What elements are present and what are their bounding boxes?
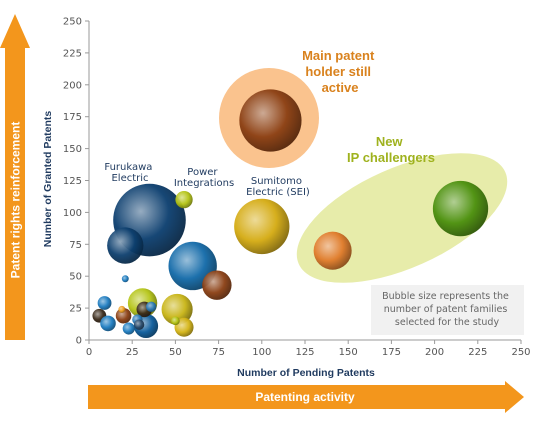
bubble-10 <box>161 293 193 325</box>
bubble-22 <box>133 319 145 330</box>
annotation-main-holder-line-3: active <box>322 80 359 95</box>
x-tick-label-5: 125 <box>295 347 314 358</box>
size-note-box <box>371 285 524 335</box>
size-note-line-1: Bubble size represents the <box>382 291 509 302</box>
bubble-2 <box>313 231 352 270</box>
bubble-24 <box>118 305 126 313</box>
label-furukawa: Furukawa Electric <box>104 162 155 184</box>
bubble-16 <box>100 315 116 332</box>
label-power-integrations: Power Integrations <box>174 167 234 189</box>
x-tick-label-3: 75 <box>212 347 225 358</box>
horizontal-arrow-shape <box>88 381 524 413</box>
bubble-23 <box>171 316 180 326</box>
y-tick-label-9: 225 <box>63 48 82 59</box>
label-sumitomo-line-2: Electric (SEI) <box>246 187 310 198</box>
bubble-13 <box>97 296 112 310</box>
x-tick-label-1: 25 <box>126 347 139 358</box>
y-axis-title: Number of Granted Patents <box>42 111 54 248</box>
bubble-1 <box>432 180 489 237</box>
axes: 0 25 50 75 100 125 150 175 200 225 250 0 25 50 75 100 12… <box>63 17 531 359</box>
annotation-main-holder-line-2: holder still <box>305 64 371 79</box>
vertical-arrow-shape <box>0 14 30 340</box>
size-note-line-2: number of patent families <box>384 304 508 315</box>
bubble-0 <box>239 89 302 152</box>
size-note-text: Bubble size represents the number of pat… <box>382 291 512 328</box>
label-furukawa-line-1: Furukawa <box>104 162 152 173</box>
y-tick-label-1: 25 <box>69 304 82 315</box>
annotation-new-challengers: New IP challengers <box>347 134 435 165</box>
annotation-challengers-line-1: New <box>376 134 404 149</box>
label-sumitomo: Sumitomo Electric (SEI) <box>246 176 310 198</box>
vertical-arrow: Patent rights reinforcement <box>0 14 30 340</box>
y-tick-label-2: 50 <box>69 272 82 283</box>
bubble-14 <box>121 275 129 283</box>
y-tick-label-8: 200 <box>63 80 82 91</box>
y-tick-label-10: 250 <box>63 17 82 28</box>
x-axis-title: Number of Pending Patents <box>237 367 375 379</box>
size-note-line-3: selected for the study <box>395 317 500 328</box>
label-power-line-2: Integrations <box>174 178 234 189</box>
x-tick-label-0: 0 <box>86 347 92 358</box>
x-tick-label-6: 150 <box>339 347 358 358</box>
y-tick-label-3: 75 <box>69 240 82 251</box>
bubble-18 <box>122 322 135 335</box>
x-tick-label-4: 100 <box>252 347 271 358</box>
annotation-main-holder: Main patent holder still active <box>302 48 378 95</box>
bubble-20 <box>146 301 157 313</box>
x-tick-label-2: 50 <box>169 347 182 358</box>
y-tick-label-5: 125 <box>63 176 82 187</box>
vertical-arrow-label: Patent rights reinforcement <box>9 122 23 279</box>
horizontal-arrow: Patenting activity <box>88 381 524 413</box>
x-tick-label-7: 175 <box>382 347 401 358</box>
bubble-5 <box>107 227 144 264</box>
x-tick-label-9: 225 <box>468 347 487 358</box>
label-power-line-1: Power <box>187 167 218 178</box>
label-sumitomo-line-1: Sumitomo <box>251 176 302 187</box>
horizontal-arrow-label: Patenting activity <box>255 390 355 404</box>
annotation-main-holder-line-1: Main patent <box>302 48 375 63</box>
x-tick-label-10: 250 <box>511 347 530 358</box>
bubbles <box>92 89 489 339</box>
bubble-6 <box>175 191 193 209</box>
bubble-3 <box>234 198 290 255</box>
size-note: Bubble size represents the number of pat… <box>371 285 524 335</box>
x-tick-label-8: 200 <box>425 347 444 358</box>
label-furukawa-line-2: Electric <box>111 173 148 184</box>
bubble-8 <box>202 270 232 300</box>
y-tick-label-6: 150 <box>63 144 82 155</box>
y-tick-label-7: 175 <box>63 112 82 123</box>
y-tick-label-0: 0 <box>76 336 82 347</box>
y-tick-label-4: 100 <box>63 208 82 219</box>
annotation-challengers-line-2: IP challengers <box>347 150 435 165</box>
